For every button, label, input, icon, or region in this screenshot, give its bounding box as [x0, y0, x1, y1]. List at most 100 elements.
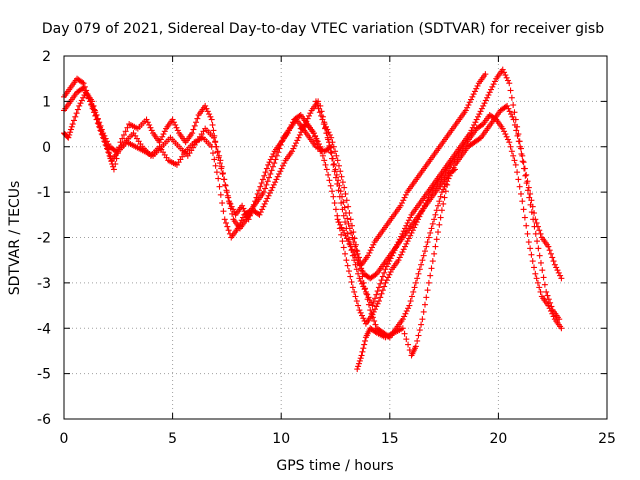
data-point [486, 89, 493, 96]
data-point [349, 222, 356, 229]
y-tick-label: -6 [37, 412, 51, 428]
data-point [428, 265, 435, 272]
data-point [79, 79, 86, 86]
data-point [508, 94, 515, 101]
data-point [536, 252, 543, 259]
data-point [477, 108, 484, 115]
data-point [276, 145, 283, 152]
data-point [219, 170, 226, 177]
data-point [442, 180, 449, 187]
data-point [532, 270, 539, 277]
data-point [310, 130, 317, 137]
data-point [81, 92, 88, 99]
data-point [433, 236, 440, 243]
data-point [526, 194, 533, 201]
data-point [342, 232, 349, 239]
data-point [306, 112, 313, 119]
data-point [334, 180, 341, 187]
data-point [373, 303, 380, 310]
data-point [438, 189, 445, 196]
data-point [213, 143, 220, 150]
data-point [534, 238, 541, 245]
data-point [435, 229, 442, 236]
data-point [530, 216, 537, 223]
data-point [476, 111, 483, 118]
data-point [400, 246, 407, 253]
data-point [317, 143, 324, 150]
data-point [379, 273, 386, 280]
data-point [281, 160, 288, 167]
data-point [469, 93, 476, 100]
data-point [89, 103, 96, 110]
data-point [399, 325, 406, 332]
data-point [401, 194, 408, 201]
data-point [93, 111, 100, 118]
data-point [74, 106, 81, 113]
data-point [374, 300, 381, 307]
data-point [349, 284, 356, 291]
data-point [289, 148, 296, 155]
data-point [204, 108, 211, 115]
y-tick-label: -3 [37, 276, 51, 292]
y-tick-label: 0 [42, 140, 51, 156]
data-point [414, 275, 421, 282]
data-point [402, 243, 409, 250]
data-point [503, 74, 510, 81]
data-point [78, 97, 85, 104]
data-point [77, 100, 84, 107]
data-point [423, 243, 430, 250]
data-point [343, 235, 350, 242]
data-point [325, 129, 332, 136]
data-point [366, 249, 373, 256]
data-point [260, 189, 267, 196]
data-point [424, 239, 431, 246]
data-point [334, 216, 341, 223]
data-point [257, 209, 264, 216]
data-point [429, 220, 436, 227]
data-point [410, 288, 417, 295]
data-point [554, 267, 561, 274]
data-point [330, 161, 337, 168]
data-point [523, 222, 530, 229]
data-point [344, 215, 351, 222]
data-point [363, 290, 370, 297]
data-point [482, 97, 489, 104]
data-point [339, 206, 346, 213]
x-tick-label: 0 [60, 431, 69, 447]
data-point [507, 111, 514, 118]
data-point [472, 119, 479, 126]
data-point [352, 261, 359, 268]
data-point [360, 315, 367, 322]
data-point [160, 131, 167, 138]
data-point [221, 176, 228, 183]
data-point [266, 159, 273, 166]
data-point [501, 128, 508, 135]
data-point [189, 130, 196, 137]
data-point [275, 149, 282, 156]
data-point [229, 210, 236, 217]
data-point [314, 102, 321, 109]
data-point [473, 85, 480, 92]
data-point [328, 150, 335, 157]
data-point [515, 138, 522, 145]
data-point [273, 176, 280, 183]
data-point [73, 110, 80, 117]
data-point [491, 78, 498, 85]
data-point [545, 243, 552, 250]
data-point [466, 99, 473, 106]
data-point [473, 116, 480, 123]
data-point [324, 126, 331, 133]
y-tick-label: -5 [37, 367, 51, 383]
data-point [321, 121, 328, 128]
data-point [378, 277, 385, 284]
data-point [161, 128, 168, 135]
data-point [191, 122, 198, 129]
data-point [470, 91, 477, 98]
data-point [387, 268, 394, 275]
data-point [405, 235, 412, 242]
data-point [143, 116, 150, 123]
data-point [543, 288, 550, 295]
data-point [510, 152, 517, 159]
data-point [211, 156, 218, 163]
data-point [510, 102, 517, 109]
